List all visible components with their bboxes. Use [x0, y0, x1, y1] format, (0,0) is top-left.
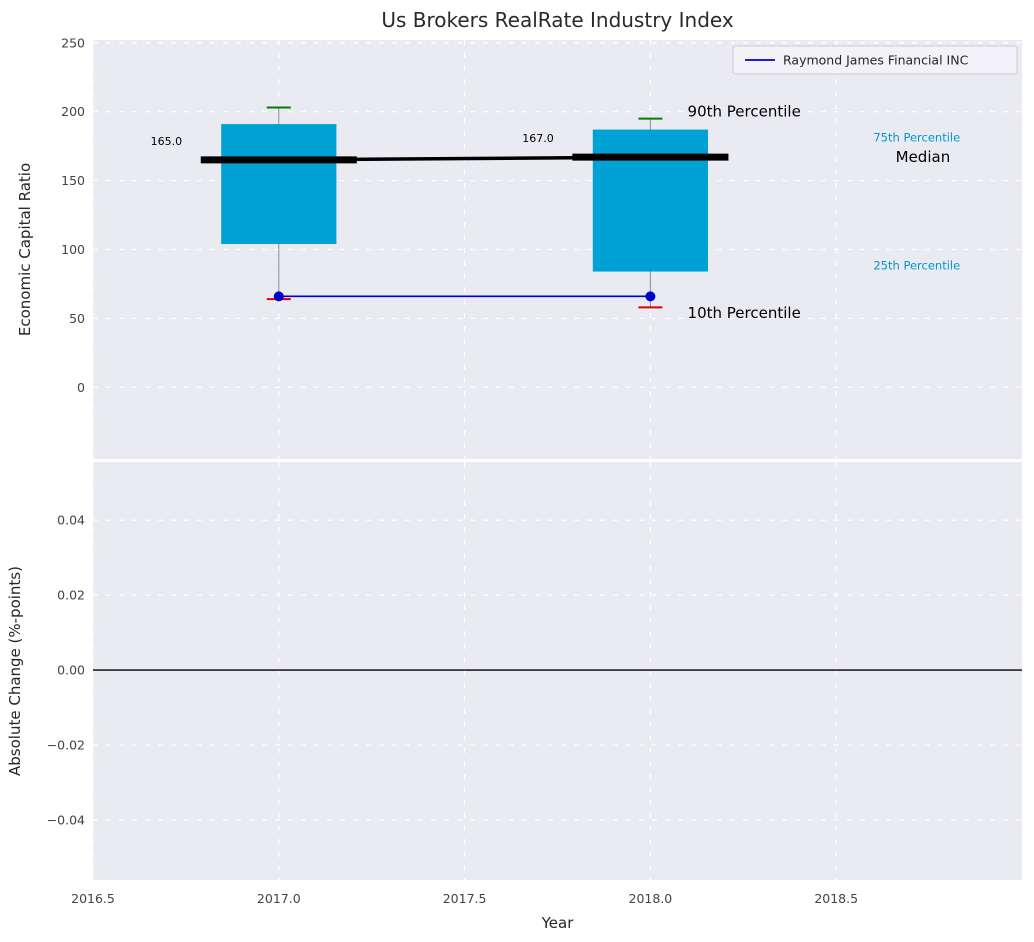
ytick-bottom: 0.02	[57, 588, 85, 603]
median-value-label-2017: 165.0	[151, 135, 183, 148]
ytick-top: 200	[61, 104, 85, 119]
ytick-top: 100	[61, 242, 85, 257]
box-2018	[592, 129, 708, 272]
annotation-10th-percentile: 10th Percentile	[688, 304, 801, 322]
ytick-bottom: 0.00	[57, 663, 85, 678]
chart-title: Us Brokers RealRate Industry Index	[381, 8, 734, 32]
ytick-bottom: −0.04	[47, 813, 85, 828]
xtick: 2018.5	[814, 891, 858, 906]
legend-label: Raymond James Financial INC	[783, 53, 969, 68]
bottom-axes-background	[93, 462, 1022, 880]
ytick-top: 250	[61, 35, 85, 50]
ytick-top: 0	[77, 380, 85, 395]
ytick-bottom: 0.04	[57, 513, 85, 528]
xlabel: Year	[541, 914, 575, 932]
legend-box	[732, 45, 1018, 75]
xtick: 2017.0	[257, 891, 301, 906]
top-axes-background	[93, 40, 1022, 459]
ytick-top: 50	[69, 311, 85, 326]
median-value-label-2018: 167.0	[522, 132, 554, 145]
company-marker	[645, 291, 656, 302]
ytick-top: 150	[61, 173, 85, 188]
annotation-25th-percentile: 25th Percentile	[873, 259, 960, 273]
xtick: 2016.5	[71, 891, 115, 906]
xtick: 2017.5	[443, 891, 487, 906]
box-2017	[221, 124, 337, 244]
annotation-75th-percentile: 75th Percentile	[873, 130, 960, 144]
ylabel-bottom: Absolute Change (%-points)	[6, 566, 24, 776]
ylabel-top: Economic Capital Ratio	[16, 163, 34, 336]
annotation-median: Median	[896, 148, 951, 166]
ytick-bottom: −0.02	[47, 738, 85, 753]
company-marker	[273, 291, 284, 302]
xtick: 2018.0	[629, 891, 673, 906]
annotation-90th-percentile: 90th Percentile	[688, 103, 801, 121]
